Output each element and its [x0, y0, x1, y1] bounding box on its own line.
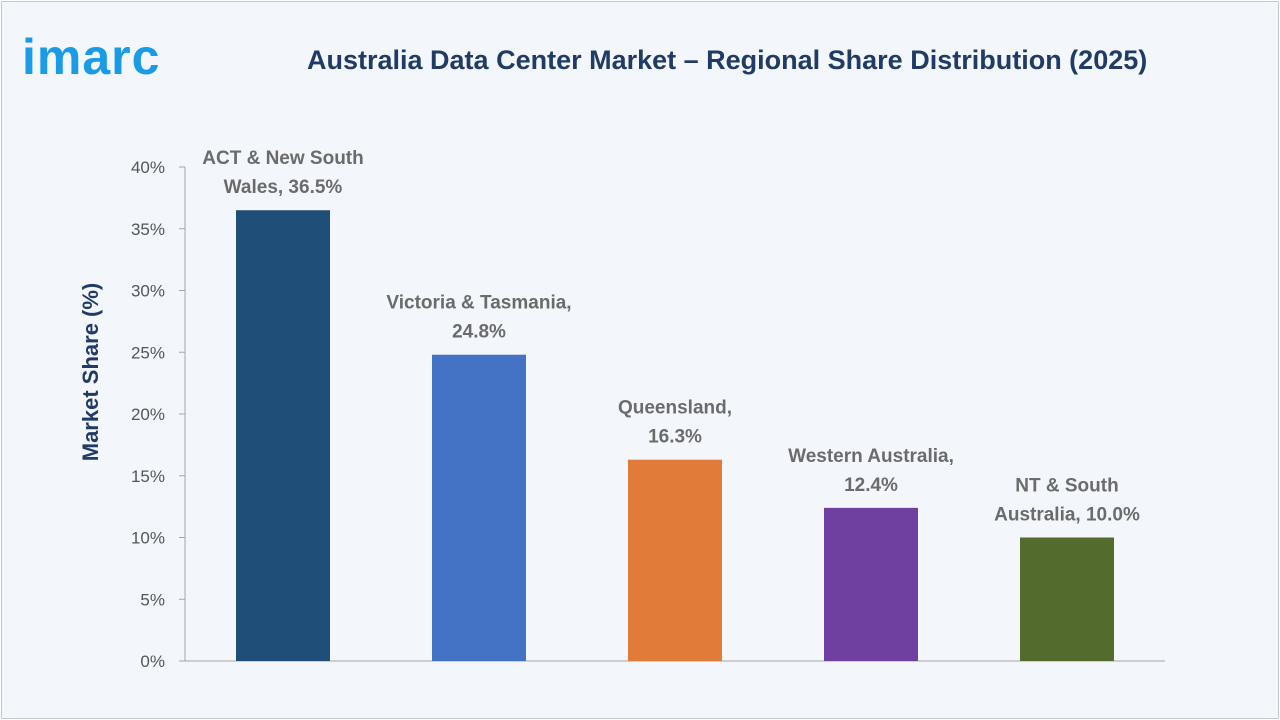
y-tick-label: 15%: [131, 467, 165, 486]
logo-text: imarc: [22, 29, 160, 85]
bar-layer: [236, 210, 1114, 661]
bar-data-label: Western Australia,: [788, 446, 954, 467]
y-tick-label: 5%: [140, 590, 165, 609]
y-tick-label: 35%: [131, 220, 165, 239]
imarc-logo: imarc: [22, 29, 160, 85]
bar-data-label: Australia, 10.0%: [994, 505, 1140, 526]
bar-data-label: NT & South: [1015, 476, 1118, 497]
bar-data-label: ACT & New South: [202, 148, 364, 169]
y-tick-label: 20%: [131, 405, 165, 424]
bar-data-label: Queensland,: [618, 398, 732, 419]
bar-2: [432, 354, 526, 661]
axis-layer: 0% 5% 10% 15% 20% 25% 30% 35% 40%: [131, 158, 1165, 671]
y-axis-title: Market Share (%): [78, 283, 103, 462]
bar-1: [236, 210, 330, 661]
y-tick-label: 30%: [131, 282, 165, 301]
label-layer: ACT & New South Wales, 36.5% Victoria & Ta…: [202, 148, 1140, 525]
y-tick-label: 40%: [131, 158, 165, 177]
y-tick-label: 25%: [131, 343, 165, 362]
bar-5: [1020, 537, 1114, 661]
bar-data-label: Wales, 36.5%: [224, 177, 343, 198]
y-tick-label: 0%: [140, 652, 165, 671]
chart-title: Australia Data Center Market – Regional …: [307, 45, 1148, 75]
bar-4: [824, 507, 918, 661]
bar-data-label: 16.3%: [648, 427, 702, 448]
bar-3: [628, 459, 722, 661]
bar-data-label: Victoria & Tasmania,: [386, 293, 571, 314]
y-tick-label: 10%: [131, 529, 165, 548]
bar-data-label: 24.8%: [452, 322, 506, 343]
bar-data-label: 12.4%: [844, 475, 898, 496]
